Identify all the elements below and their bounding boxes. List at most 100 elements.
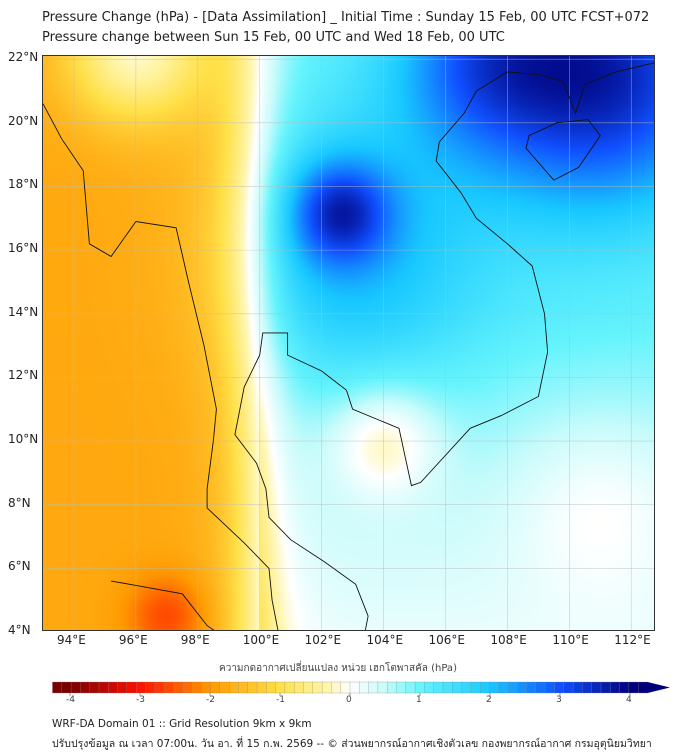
colorbar-segment [117,681,128,694]
colorbar-segment [554,681,565,694]
colorbar-segment [284,681,295,694]
colorbar-segment [470,681,481,694]
latitude-label: 8°N [8,495,31,510]
colorbar-tick-label: 3 [556,695,562,705]
colorbar-segment [591,681,602,694]
latitude-label: 18°N [8,177,39,192]
longitude-label: 110°E [552,633,589,647]
colorbar-segment [238,681,249,694]
colorbar-segment [535,681,546,694]
colorbar-tick-label: 0 [346,695,352,705]
colorbar-segment [201,681,212,694]
colorbar-tick-label: -3 [136,695,145,705]
colorbar-segment [638,681,649,694]
colorbar-segment [452,681,463,694]
colorbar-segment [368,681,379,694]
colorbar-segment [98,681,109,694]
colorbar-segment [442,681,453,694]
colorbar-title: ความกดอากาศเปลี่ยนแปลง หน่วย เฮกโตพาสคัล… [219,663,457,674]
colorbar-segment [396,681,407,694]
footer-credit: ปรับปรุงข้อมูล ณ เวลา 07:00น. วัน อา. ที… [52,738,652,750]
colorbar-segment [266,681,277,694]
colorbar-tick-label: -1 [276,695,285,705]
colorbar-segment [461,681,472,694]
colorbar-tick-label: -2 [206,695,215,705]
coastline [43,62,654,630]
colorbar-segment [331,681,342,694]
colorbar-segment [219,681,230,694]
longitude-label: 112°E [614,633,651,647]
colorbar-segment [610,681,621,694]
colorbar-segment [414,681,426,694]
colorbar-segment [312,681,323,694]
latitude-label: 12°N [8,368,39,383]
colorbar-segment [545,681,556,694]
colorbar-segment [572,681,584,694]
colorbar-segment [582,681,593,694]
colorbar-segment [191,681,202,694]
latitude-label: 10°N [8,432,39,447]
colorbar-segment [377,681,388,694]
colorbar-segment [108,681,119,694]
colorbar-segment [387,681,398,694]
colorbar-segment [61,681,72,694]
colorbar-segment [210,681,221,694]
map-plot-area [42,55,655,631]
colorbar-segment [303,681,314,694]
colorbar-segment [136,681,147,694]
colorbar-segment [145,681,156,694]
colorbar-segment [405,681,416,694]
colorbar-tick-label: 2 [486,695,492,705]
colorbar-segment [424,681,435,694]
colorbar-tick-label: 4 [626,695,632,705]
map-overlay [43,56,654,630]
colorbar-segment [126,681,137,694]
colorbar-segment [433,681,444,694]
colorbar-segment [70,681,82,694]
colorbar-segment [526,681,537,694]
latitude-label: 6°N [8,559,31,574]
colorbar-segment [498,681,509,694]
colorbar-segment [480,681,491,694]
colorbar-segment [349,681,360,694]
colorbar-segment [507,681,518,694]
colorbar-segment [321,681,333,694]
colorbar-tick-label: 1 [416,695,422,705]
longitude-label: 100°E [242,633,280,647]
colorbar [52,681,670,696]
map-subtitle: Pressure change between Sun 15 Feb, 00 U… [42,30,505,45]
colorbar-segment [359,681,370,694]
longitude-label: 96°E [118,633,148,647]
colorbar-segment [154,681,165,694]
colorbar-segment [173,681,184,694]
latitude-label: 14°N [8,304,39,319]
longitude-label: 98°E [180,633,210,647]
colorbar-segment [163,681,175,694]
colorbar-max-extend [647,682,670,693]
colorbar-segment [340,681,351,694]
longitude-label: 102°E [304,633,342,647]
colorbar-segment [182,681,193,694]
colorbar-segment [600,681,611,694]
latitude-label: 22°N [8,50,39,65]
sumatra-coastline [111,580,215,630]
longitude-label: 108°E [490,633,527,647]
colorbar-segment [256,681,267,694]
colorbar-segment [563,681,574,694]
colorbar-segment [628,681,639,694]
colorbar-segment [247,681,258,694]
latitude-label: 4°N [8,623,31,637]
colorbar-segment [619,681,630,694]
map-title: Pressure Change (hPa) - [Data Assimilati… [42,10,650,25]
colorbar-segment [228,681,240,694]
latitude-label: 16°N [8,241,39,256]
pressure-change-field [43,56,654,630]
longitude-label: 106°E [428,633,465,647]
colorbar-segment [89,681,100,694]
footer-domain-info: WRF-DA Domain 01 :: Grid Resolution 9km … [52,718,312,730]
longitude-label: 94°E [56,633,86,647]
colorbar-segment [489,681,500,694]
colorbar-segment [517,681,528,694]
colorbar-segment [80,681,91,694]
